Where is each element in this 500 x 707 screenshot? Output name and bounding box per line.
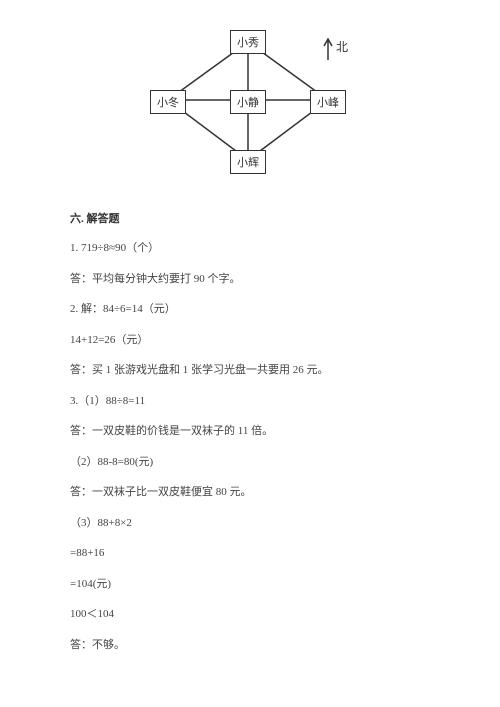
page: 小秀 小冬 小静 小峰 小辉 北 六. 解答题 1. 719÷8≈90（个） 答… — [0, 0, 500, 697]
node-top: 小秀 — [230, 30, 266, 54]
answer-line: 答：不够。 — [70, 637, 430, 654]
position-diagram: 小秀 小冬 小静 小峰 小辉 北 — [150, 30, 350, 180]
answer-line: （2）88-8=80(元) — [70, 454, 430, 471]
answer-line: 答：一双袜子比一双皮鞋便宜 80 元。 — [70, 484, 430, 501]
section-title: 六. 解答题 — [70, 210, 430, 226]
north-label: 北 — [336, 38, 348, 55]
answer-line: 1. 719÷8≈90（个） — [70, 240, 430, 257]
node-bottom: 小辉 — [230, 150, 266, 174]
answer-line: 2. 解：84÷6=14（元） — [70, 301, 430, 318]
node-right: 小峰 — [310, 90, 346, 114]
answer-line: 100＜104 — [70, 606, 430, 623]
answer-line: 答：买 1 张游戏光盘和 1 张学习光盘一共要用 26 元。 — [70, 362, 430, 379]
answer-line: 答：一双皮鞋的价钱是一双袜子的 11 倍。 — [70, 423, 430, 440]
answer-line: =88+16 — [70, 545, 430, 562]
answer-line: 3.（1）88÷8=11 — [70, 393, 430, 410]
node-center: 小静 — [230, 90, 266, 114]
answer-line: 14+12=26（元） — [70, 332, 430, 349]
answer-line: =104(元) — [70, 576, 430, 593]
answer-line: （3）88+8×2 — [70, 515, 430, 532]
node-left: 小冬 — [150, 90, 186, 114]
answer-line: 答：平均每分钟大约要打 90 个字。 — [70, 271, 430, 288]
